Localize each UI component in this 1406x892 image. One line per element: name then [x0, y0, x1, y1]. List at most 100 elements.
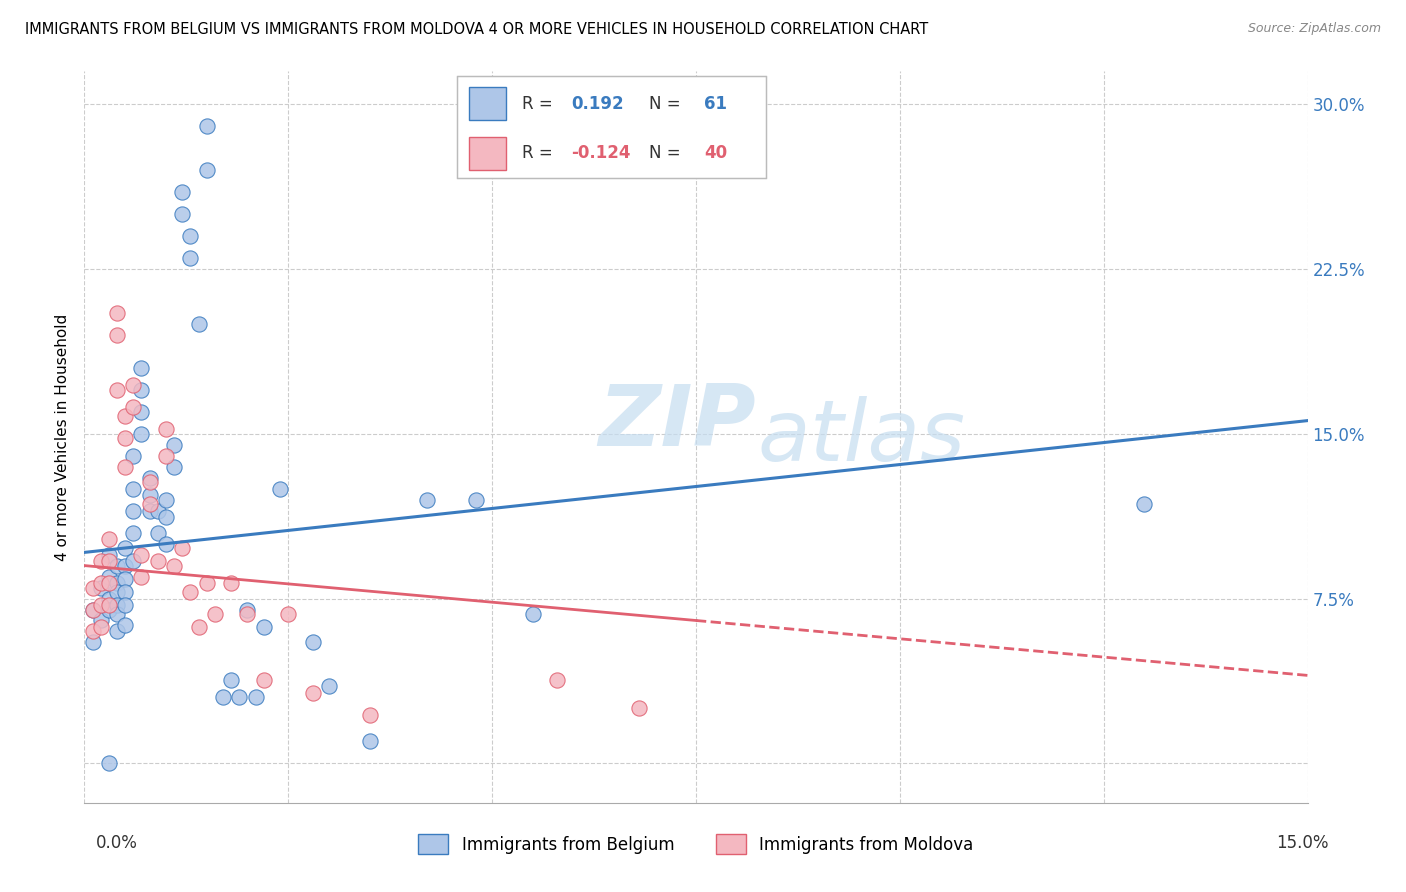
- Point: [105, 576, 128, 591]
- Point: [359, 708, 381, 723]
- Point: [464, 492, 486, 507]
- Point: [90, 598, 112, 612]
- Point: [90, 554, 112, 568]
- Point: [253, 620, 276, 634]
- Point: [90, 581, 112, 595]
- Point: [105, 327, 128, 342]
- Point: [195, 120, 218, 134]
- Point: [163, 558, 186, 573]
- Text: IMMIGRANTS FROM BELGIUM VS IMMIGRANTS FROM MOLDOVA 4 OR MORE VEHICLES IN HOUSEHO: IMMIGRANTS FROM BELGIUM VS IMMIGRANTS FR…: [25, 22, 928, 37]
- Point: [138, 471, 160, 485]
- Text: R =: R =: [522, 95, 558, 112]
- Point: [163, 459, 186, 474]
- Point: [131, 405, 153, 419]
- Point: [301, 635, 323, 649]
- Point: [114, 618, 136, 632]
- Point: [97, 554, 120, 568]
- Point: [155, 492, 177, 507]
- Point: [228, 690, 250, 705]
- Point: [131, 360, 153, 375]
- Point: [122, 378, 145, 392]
- Point: [187, 317, 209, 331]
- Text: N =: N =: [648, 95, 681, 112]
- Point: [236, 602, 259, 616]
- Point: [82, 624, 104, 639]
- Point: [90, 614, 112, 628]
- Text: N =: N =: [648, 144, 681, 161]
- Point: [82, 602, 104, 616]
- Point: [105, 598, 128, 612]
- Point: [245, 690, 267, 705]
- Point: [97, 756, 120, 771]
- Legend: Immigrants from Belgium, Immigrants from Moldova: Immigrants from Belgium, Immigrants from…: [412, 828, 980, 860]
- Point: [155, 510, 177, 524]
- Point: [97, 598, 120, 612]
- Point: [179, 229, 201, 244]
- Point: [131, 569, 153, 583]
- Point: [122, 554, 145, 568]
- Point: [90, 620, 112, 634]
- Point: [195, 163, 218, 178]
- Text: atlas: atlas: [758, 395, 965, 479]
- Text: 61: 61: [704, 95, 727, 112]
- Point: [138, 475, 160, 489]
- Point: [114, 585, 136, 599]
- FancyBboxPatch shape: [470, 87, 506, 120]
- Point: [195, 576, 218, 591]
- Point: [546, 673, 568, 687]
- Text: 0.0%: 0.0%: [96, 834, 138, 852]
- Point: [105, 624, 128, 639]
- Point: [277, 607, 299, 621]
- Point: [146, 554, 169, 568]
- Point: [131, 426, 153, 441]
- Point: [90, 576, 112, 591]
- Point: [359, 734, 381, 748]
- Point: [155, 449, 177, 463]
- Text: 15.0%: 15.0%: [1277, 834, 1329, 852]
- Point: [97, 569, 120, 583]
- Point: [122, 482, 145, 496]
- Point: [114, 558, 136, 573]
- Text: 40: 40: [704, 144, 727, 161]
- Point: [179, 585, 201, 599]
- Text: 0.192: 0.192: [571, 95, 624, 112]
- Point: [138, 503, 160, 517]
- Point: [82, 602, 104, 616]
- Point: [204, 607, 226, 621]
- Point: [131, 383, 153, 397]
- Point: [1133, 497, 1156, 511]
- Point: [122, 503, 145, 517]
- Text: -0.124: -0.124: [571, 144, 631, 161]
- Point: [82, 581, 104, 595]
- Point: [114, 572, 136, 586]
- Point: [301, 686, 323, 700]
- Point: [269, 482, 291, 496]
- Point: [155, 422, 177, 436]
- Point: [105, 585, 128, 599]
- Point: [122, 401, 145, 415]
- Point: [105, 607, 128, 621]
- Text: ZIP: ZIP: [598, 381, 756, 464]
- Point: [97, 533, 120, 547]
- Point: [114, 459, 136, 474]
- Point: [122, 525, 145, 540]
- Point: [146, 525, 169, 540]
- Point: [522, 607, 544, 621]
- Point: [219, 576, 242, 591]
- Point: [236, 607, 259, 621]
- Point: [82, 635, 104, 649]
- Point: [131, 548, 153, 562]
- Y-axis label: 4 or more Vehicles in Household: 4 or more Vehicles in Household: [55, 313, 70, 561]
- Point: [163, 438, 186, 452]
- Point: [212, 690, 235, 705]
- Point: [97, 548, 120, 562]
- Point: [172, 185, 194, 199]
- Text: R =: R =: [522, 144, 558, 161]
- Point: [416, 492, 439, 507]
- Point: [97, 602, 120, 616]
- Point: [105, 383, 128, 397]
- FancyBboxPatch shape: [470, 137, 506, 170]
- Point: [138, 497, 160, 511]
- Point: [172, 541, 194, 555]
- Point: [114, 431, 136, 445]
